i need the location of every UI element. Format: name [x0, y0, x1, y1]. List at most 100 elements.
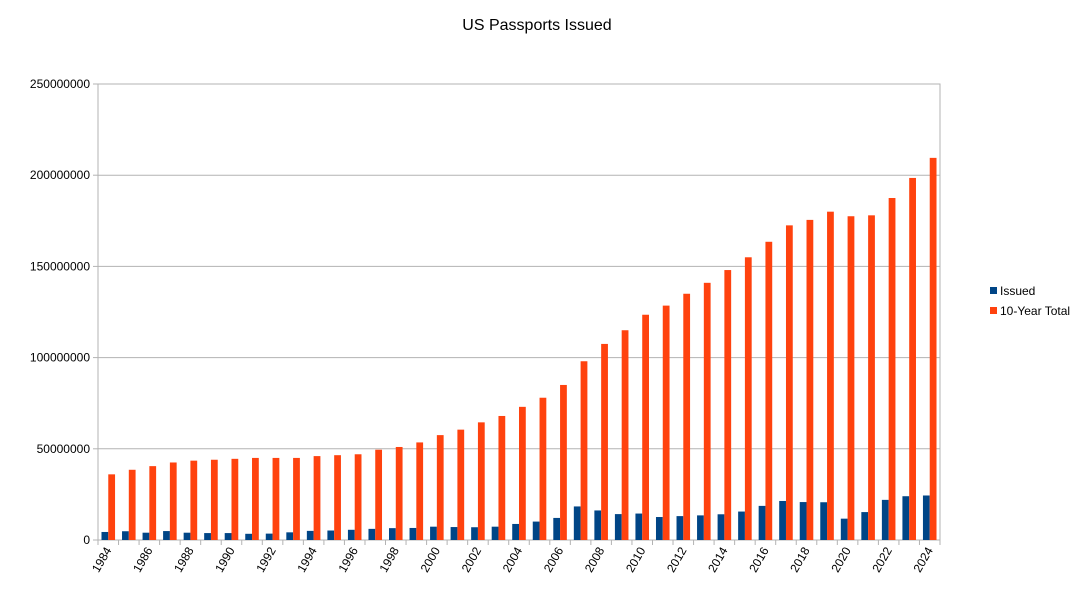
legend-swatch-issued [990, 287, 997, 294]
bar-10-year-total-2017 [785, 225, 793, 541]
x-tick-label: 2010 [623, 544, 649, 574]
bar-10-year-total-1998 [395, 446, 403, 540]
bar-issued-2007 [573, 506, 581, 540]
y-tick-label: 250000000 [30, 77, 90, 91]
bar-issued-1984 [101, 531, 109, 540]
bar-issued-1992 [265, 533, 273, 540]
bar-issued-1986 [142, 532, 150, 540]
bar-issued-2001 [450, 527, 458, 540]
bar-10-year-total-2014 [724, 270, 732, 540]
bar-10-year-total-2000 [436, 435, 444, 540]
bar-issued-2010 [635, 513, 643, 540]
bar-issued-2019 [820, 502, 828, 540]
bar-10-year-total-2003 [498, 415, 506, 540]
y-axis-ticks: 0 50000000 100000000 150000000 200000000 2500… [30, 77, 98, 547]
bar-10-year-total-2012 [683, 293, 691, 540]
bar-issued-1990 [224, 533, 232, 540]
x-tick-label: 2022 [869, 544, 895, 574]
bar-issued-2015 [738, 511, 745, 540]
bar-issued-2011 [655, 517, 663, 540]
x-tick-label: 1984 [89, 544, 115, 574]
x-tick-label: 2016 [746, 544, 772, 574]
bar-10-year-total-2024 [929, 157, 937, 540]
bar-issued-2024 [922, 495, 930, 540]
bar-issued-1988 [183, 532, 191, 540]
bar-10-year-total-2009 [621, 330, 629, 540]
bar-10-year-total-1988 [190, 460, 198, 540]
y-tick-label: 0 [83, 533, 90, 547]
x-tick-label: 1992 [253, 544, 279, 574]
bar-issued-2016 [758, 505, 766, 540]
bar-10-year-total-2018 [806, 219, 814, 540]
bar-10-year-total-1999 [416, 442, 424, 540]
bar-10-year-total-2022 [888, 198, 896, 540]
bar-issued-1994 [306, 530, 314, 540]
bar-issued-2014 [717, 514, 725, 540]
chart-title: US Passports Issued [462, 17, 611, 34]
bar-issued-2023 [902, 496, 910, 540]
bar-issued-2009 [614, 514, 622, 540]
bar-issued-1989 [204, 533, 211, 540]
legend: Issued 10-Year Total [990, 284, 1070, 318]
bar-issued-2002 [471, 527, 478, 540]
bar-issued-2012 [676, 516, 684, 540]
bar-10-year-total-1995 [334, 455, 341, 540]
x-tick-label: 1988 [171, 544, 197, 574]
bar-10-year-total-2002 [477, 422, 485, 540]
bar-10-year-total-2001 [457, 429, 465, 540]
bar-issued-1998 [389, 528, 396, 540]
bar-10-year-total-2023 [909, 177, 916, 540]
bar-10-year-total-2004 [519, 406, 526, 540]
bar-issued-1987 [163, 531, 170, 540]
bar-issued-1993 [286, 532, 294, 540]
bar-10-year-total-1997 [375, 449, 383, 540]
bar-10-year-total-2020 [847, 216, 855, 541]
bar-10-year-total-1987 [169, 462, 177, 540]
y-tick-label: 100000000 [30, 351, 90, 365]
y-tick-label: 200000000 [30, 168, 90, 182]
bar-issued-1999 [409, 527, 417, 540]
x-tick-label: 1996 [335, 544, 361, 574]
bar-10-year-total-2021 [868, 215, 875, 540]
bar-10-year-total-1992 [272, 457, 280, 540]
bar-10-year-total-1986 [149, 466, 157, 540]
x-axis-ticks: 1984 1986 1988 1990 1992 1994 1996 1998 2000 2002… [89, 540, 941, 575]
bar-10-year-total-1996 [354, 454, 362, 540]
bar-issued-2022 [881, 499, 889, 540]
bar-10-year-total-2007 [580, 361, 588, 540]
bar-issued-1996 [347, 529, 355, 540]
bar-issued-2017 [779, 500, 786, 540]
bar-10-year-total-2011 [662, 305, 670, 540]
bar-issued-2020 [840, 518, 848, 540]
x-tick-label: 2004 [500, 544, 526, 574]
bar-10-year-total-1990 [231, 458, 239, 540]
y-tick-label: 50000000 [37, 442, 91, 456]
bar-issued-2003 [491, 526, 499, 540]
bar-issued-2013 [697, 515, 704, 540]
bar-10-year-total-2016 [765, 241, 773, 540]
bar-10-year-total-2019 [827, 211, 834, 540]
x-tick-label: 2000 [418, 544, 444, 574]
x-tick-label: 1994 [294, 544, 320, 574]
x-tick-label: 2012 [664, 544, 690, 574]
bars [101, 157, 937, 541]
bar-issued-2006 [553, 517, 561, 540]
bar-10-year-total-1991 [252, 457, 259, 540]
bar-issued-1991 [245, 533, 253, 540]
bar-10-year-total-2013 [703, 282, 711, 540]
bar-10-year-total-2010 [642, 314, 649, 540]
x-tick-label: 1998 [377, 544, 403, 574]
x-tick-label: 2020 [828, 544, 854, 574]
x-tick-label: 2024 [910, 544, 936, 574]
bar-10-year-total-2006 [560, 384, 567, 540]
bar-issued-2000 [430, 526, 437, 540]
bar-issued-2004 [512, 523, 519, 540]
bar-issued-1997 [368, 528, 376, 540]
x-tick-label: 2018 [787, 544, 813, 574]
y-tick-label: 150000000 [30, 259, 90, 273]
x-tick-label: 1986 [130, 544, 156, 574]
x-tick-label: 2006 [541, 544, 567, 574]
bar-issued-1995 [327, 530, 335, 540]
bar-issued-2005 [532, 521, 540, 540]
